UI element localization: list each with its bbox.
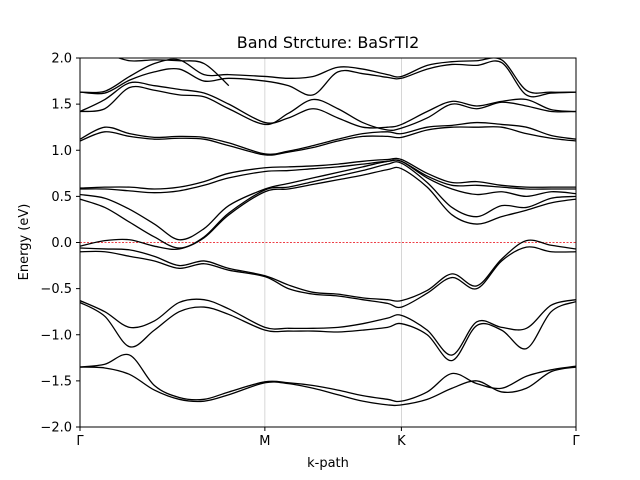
band-line-13	[80, 121, 576, 155]
band-line-2	[80, 353, 576, 403]
y-tick-label: 0.0	[51, 236, 72, 251]
kpoint-gridlines	[264, 58, 402, 427]
y-tick-label: 0.5	[51, 190, 72, 205]
x-axis-title: k-path	[307, 456, 349, 471]
band-line-17	[80, 58, 576, 94]
band-line-9	[80, 159, 576, 241]
band-line-10	[80, 159, 576, 194]
band-line-7	[80, 166, 576, 250]
x-tick-label: Γ	[572, 434, 580, 449]
y-tick-label: 1.0	[51, 144, 72, 159]
band-line-18	[116, 58, 230, 87]
x-tick-label: K	[397, 434, 406, 449]
y-tick-label: −1.0	[40, 328, 72, 343]
band-line-14	[80, 85, 576, 131]
band-lines	[80, 58, 576, 407]
band-line-8	[80, 161, 576, 249]
chart-title: Band Strcture: BaSrTl2	[237, 33, 420, 52]
x-tick-label: M	[259, 434, 270, 449]
band-line-15	[80, 81, 576, 129]
band-line-11	[80, 157, 576, 190]
band-line-12	[80, 126, 576, 156]
y-tick-label: −0.5	[40, 282, 72, 297]
y-tick-label: 2.0	[51, 52, 72, 67]
band-line-16	[80, 60, 576, 98]
x-tick-label: Γ	[76, 434, 84, 449]
y-axis-title: Energy (eV)	[17, 204, 32, 281]
y-tick-label: −1.5	[40, 374, 72, 389]
y-tick-label: −2.0	[40, 421, 72, 436]
band-line-4	[80, 298, 576, 356]
y-tick-label: 1.5	[51, 98, 72, 113]
band-line-3	[80, 300, 576, 362]
band-line-5	[80, 246, 576, 309]
band-line-6	[80, 239, 576, 302]
band-line-1	[80, 366, 576, 407]
y-axis-ticks: −2.0 −1.5 −1.0 −0.5 0.0 0.5 1.0 1.5 2.0	[40, 52, 80, 436]
